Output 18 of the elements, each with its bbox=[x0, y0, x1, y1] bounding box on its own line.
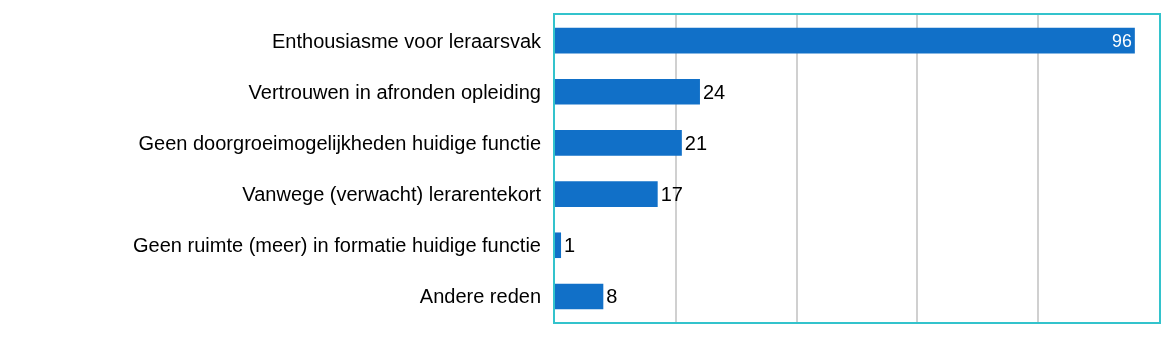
bar bbox=[555, 283, 604, 310]
data-label: 21 bbox=[684, 131, 708, 154]
y-tick-label: Andere reden bbox=[419, 285, 541, 308]
bar bbox=[555, 130, 682, 156]
bar bbox=[555, 78, 700, 105]
y-tick-label: Enthousiasme voor leraarsvak bbox=[271, 29, 542, 52]
y-tick-label: Geen doorgroeimogelijkheden huidige functie bbox=[138, 131, 541, 154]
data-label: 1 bbox=[564, 234, 576, 257]
bar bbox=[555, 232, 562, 259]
data-label: 17 bbox=[660, 183, 683, 206]
y-tick-label: Vanwege (verwacht) lerarentekort bbox=[242, 183, 542, 206]
y-tick-label: Geen ruimte (meer) in formatie huidige functie bbox=[133, 234, 541, 257]
data-label: 96 bbox=[1112, 30, 1132, 51]
bar bbox=[555, 27, 1135, 54]
data-label: 8 bbox=[606, 285, 618, 308]
data-label: 24 bbox=[702, 80, 726, 103]
bar bbox=[555, 181, 658, 207]
y-tick-label: Vertrouwen in afronden opleiding bbox=[248, 80, 541, 103]
